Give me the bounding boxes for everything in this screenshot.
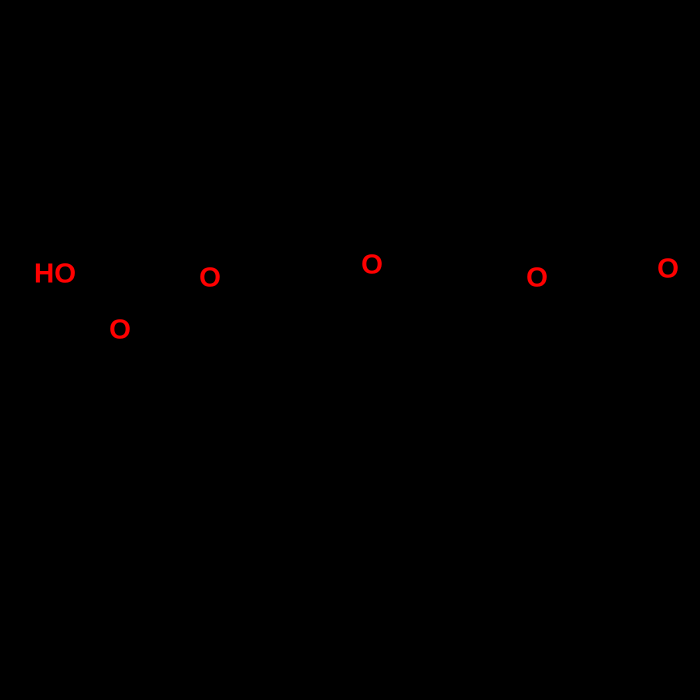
background <box>0 0 700 700</box>
atom-label-O5: O <box>657 252 679 283</box>
atom-label-HO: HO <box>34 257 76 288</box>
atom-label-O3: O <box>361 248 383 279</box>
atom-label-O1: O <box>109 313 131 344</box>
atom-label-O2: O <box>199 261 221 292</box>
molecule-diagram: HO O O O O O <box>0 0 700 700</box>
atom-label-O4: O <box>526 261 548 292</box>
